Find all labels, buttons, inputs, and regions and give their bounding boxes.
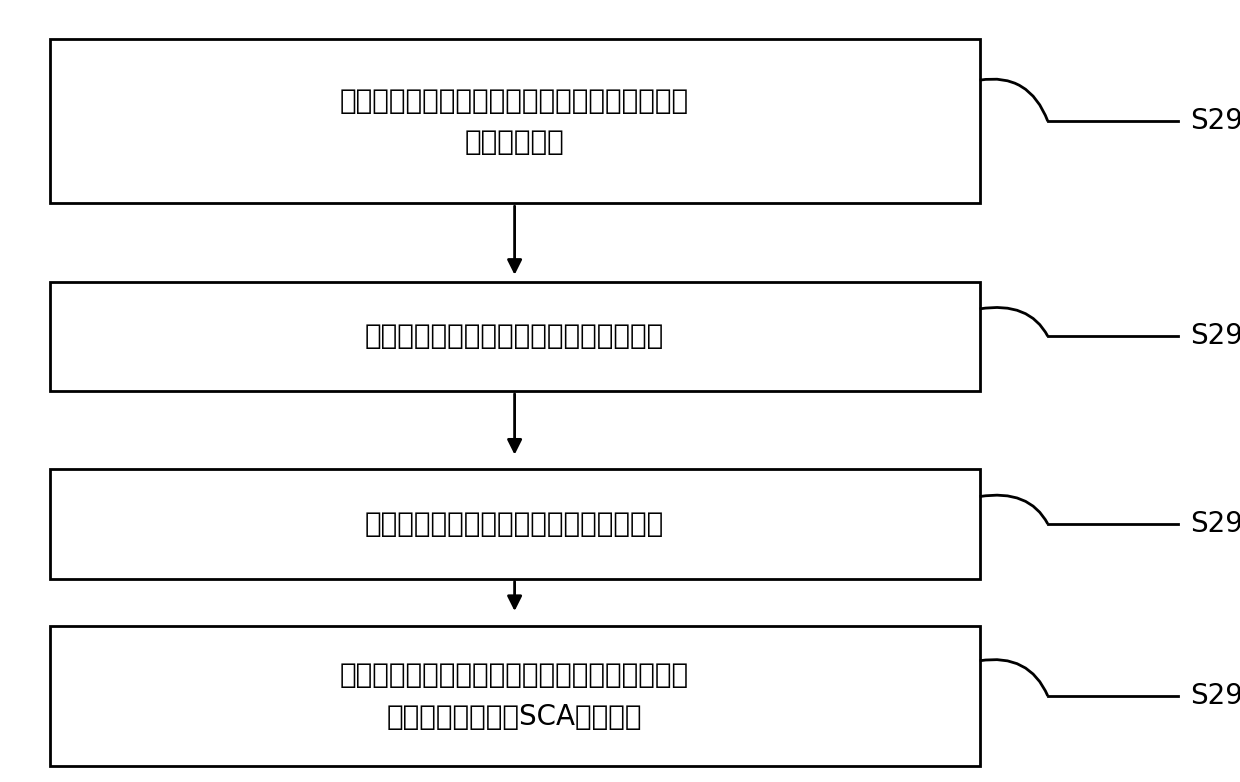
Text: 根据适配器及框架代码对核心代码进行封装，生
成符合波形需求的SCA波形组件: 根据适配器及框架代码对核心代码进行封装，生 成符合波形需求的SCA波形组件 (340, 662, 689, 730)
Text: S294: S294 (1190, 322, 1240, 350)
Text: S296: S296 (1190, 510, 1240, 538)
Bar (50, 469, 980, 579)
Text: 根据输入输出接口及框架代码生成适配器: 根据输入输出接口及框架代码生成适配器 (365, 322, 665, 350)
Bar (50, 626, 980, 766)
Text: S298: S298 (1190, 682, 1240, 710)
Text: 对模块代码中的脚本进行分析，得到模块代码的
输入输出接口: 对模块代码中的脚本进行分析，得到模块代码的 输入输出接口 (340, 87, 689, 156)
Text: 提取模块代码中实现信号处理的核心代码: 提取模块代码中实现信号处理的核心代码 (365, 510, 665, 538)
Text: S292: S292 (1190, 107, 1240, 135)
Bar (50, 282, 980, 391)
Bar (50, 39, 980, 203)
